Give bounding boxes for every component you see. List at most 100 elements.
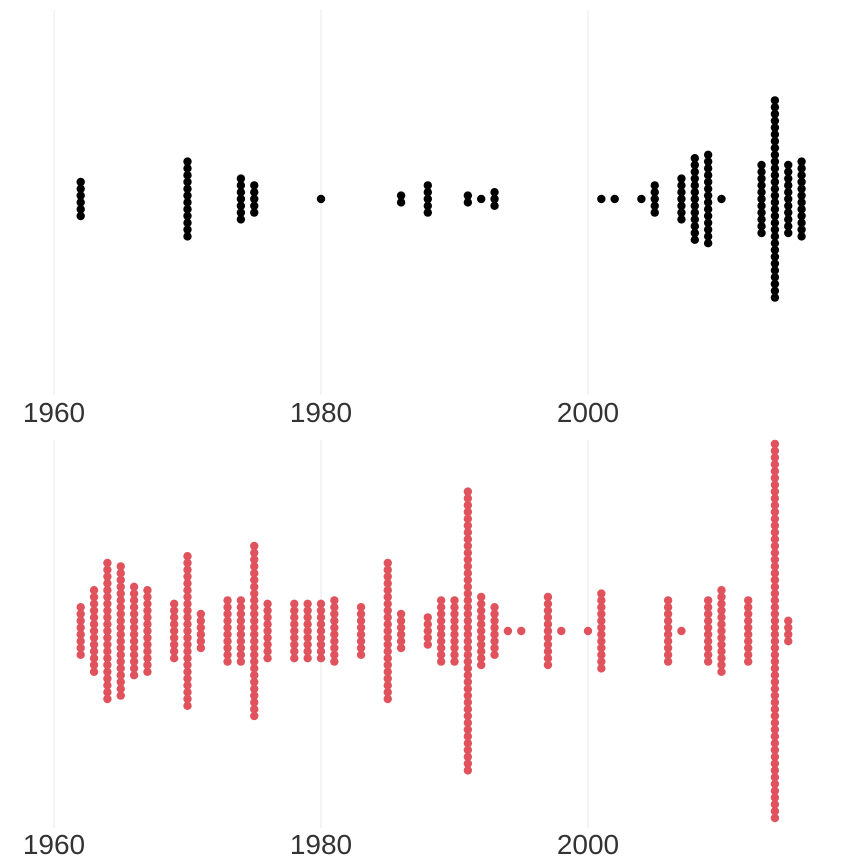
data-point: [770, 541, 780, 551]
data-point: [183, 177, 192, 187]
data-point: [463, 691, 473, 700]
data-point: [89, 613, 99, 622]
data-point: [784, 201, 793, 210]
data-point: [770, 623, 780, 632]
data-point: [770, 177, 780, 187]
data-point: [597, 643, 606, 653]
data-point: [223, 609, 232, 619]
data-point: [383, 654, 392, 663]
data-point: [183, 592, 192, 602]
data-point: [744, 603, 753, 612]
data-point: [143, 620, 152, 629]
data-point: [76, 630, 85, 639]
data-point: [263, 620, 272, 629]
data-point: [196, 630, 206, 639]
data-point: [223, 657, 232, 666]
data-point: [183, 654, 192, 663]
data-point: [263, 599, 272, 608]
data-point: [543, 640, 553, 649]
data-point: [383, 694, 392, 704]
data-point: [503, 626, 513, 636]
data-point: [490, 637, 499, 646]
data-point: [396, 623, 406, 632]
data-point: [543, 606, 553, 615]
data-point: [770, 467, 780, 476]
data-point: [770, 643, 780, 653]
data-point: [477, 613, 486, 622]
data-point: [770, 473, 780, 483]
data-point: [543, 626, 553, 636]
data-point: [663, 630, 673, 639]
data-point: [436, 637, 446, 646]
data-point: [236, 201, 246, 210]
data-point: [463, 589, 473, 598]
data-point: [303, 620, 312, 629]
data-point: [116, 684, 125, 693]
data-point: [463, 191, 473, 200]
data-point: [76, 637, 85, 646]
data-point: [770, 705, 780, 714]
data-point: [450, 609, 459, 619]
data-point: [703, 657, 713, 666]
data-point: [517, 626, 526, 636]
data-point: [436, 643, 446, 653]
data-point: [330, 623, 339, 632]
data-point: [703, 650, 713, 659]
data-point: [143, 586, 152, 595]
data-point: [597, 616, 606, 625]
data-point: [477, 647, 486, 656]
data-point: [463, 616, 473, 625]
data-point: [784, 215, 793, 224]
data-point: [103, 592, 112, 602]
data-point: [423, 620, 432, 629]
data-point: [463, 630, 473, 639]
data-point: [717, 640, 726, 649]
x-tick-label: 2000: [557, 397, 619, 428]
data-point: [223, 623, 232, 632]
data-point: [463, 643, 473, 653]
data-point: [250, 711, 259, 721]
data-point: [463, 698, 473, 707]
data-point: [463, 603, 473, 612]
data-point: [477, 606, 486, 615]
data-point: [797, 157, 806, 166]
data-point: [423, 194, 432, 204]
x-tick-label: 1960: [23, 397, 85, 428]
data-point: [703, 218, 713, 227]
data-point: [770, 279, 780, 289]
data-point: [770, 273, 780, 282]
data-point: [717, 613, 726, 622]
data-point: [770, 225, 780, 234]
data-point: [744, 637, 753, 646]
data-point: [423, 613, 432, 622]
data-point: [650, 201, 659, 210]
data-point: [129, 589, 139, 598]
data-point: [116, 650, 125, 659]
data-point: [543, 620, 553, 629]
data-point: [703, 157, 713, 166]
data-point: [717, 599, 726, 608]
data-point: [770, 494, 780, 503]
data-point: [169, 626, 179, 636]
data-point: [143, 660, 152, 670]
data-point: [490, 188, 499, 197]
data-point: [223, 596, 232, 605]
data-point: [89, 620, 99, 629]
data-point: [770, 759, 780, 768]
data-point: [183, 674, 192, 683]
data-point: [116, 589, 125, 598]
data-point: [450, 657, 459, 666]
data-point: [236, 630, 246, 639]
data-point: [116, 582, 125, 591]
data-point: [103, 660, 112, 670]
data-point: [76, 205, 85, 214]
data-point: [717, 626, 726, 636]
data-point: [196, 623, 206, 632]
data-point: [250, 208, 259, 217]
data-point: [717, 647, 726, 656]
data-point: [89, 599, 99, 608]
data-point: [703, 184, 713, 193]
data-point: [770, 439, 780, 449]
data-point: [477, 640, 486, 649]
data-point: [89, 647, 99, 656]
